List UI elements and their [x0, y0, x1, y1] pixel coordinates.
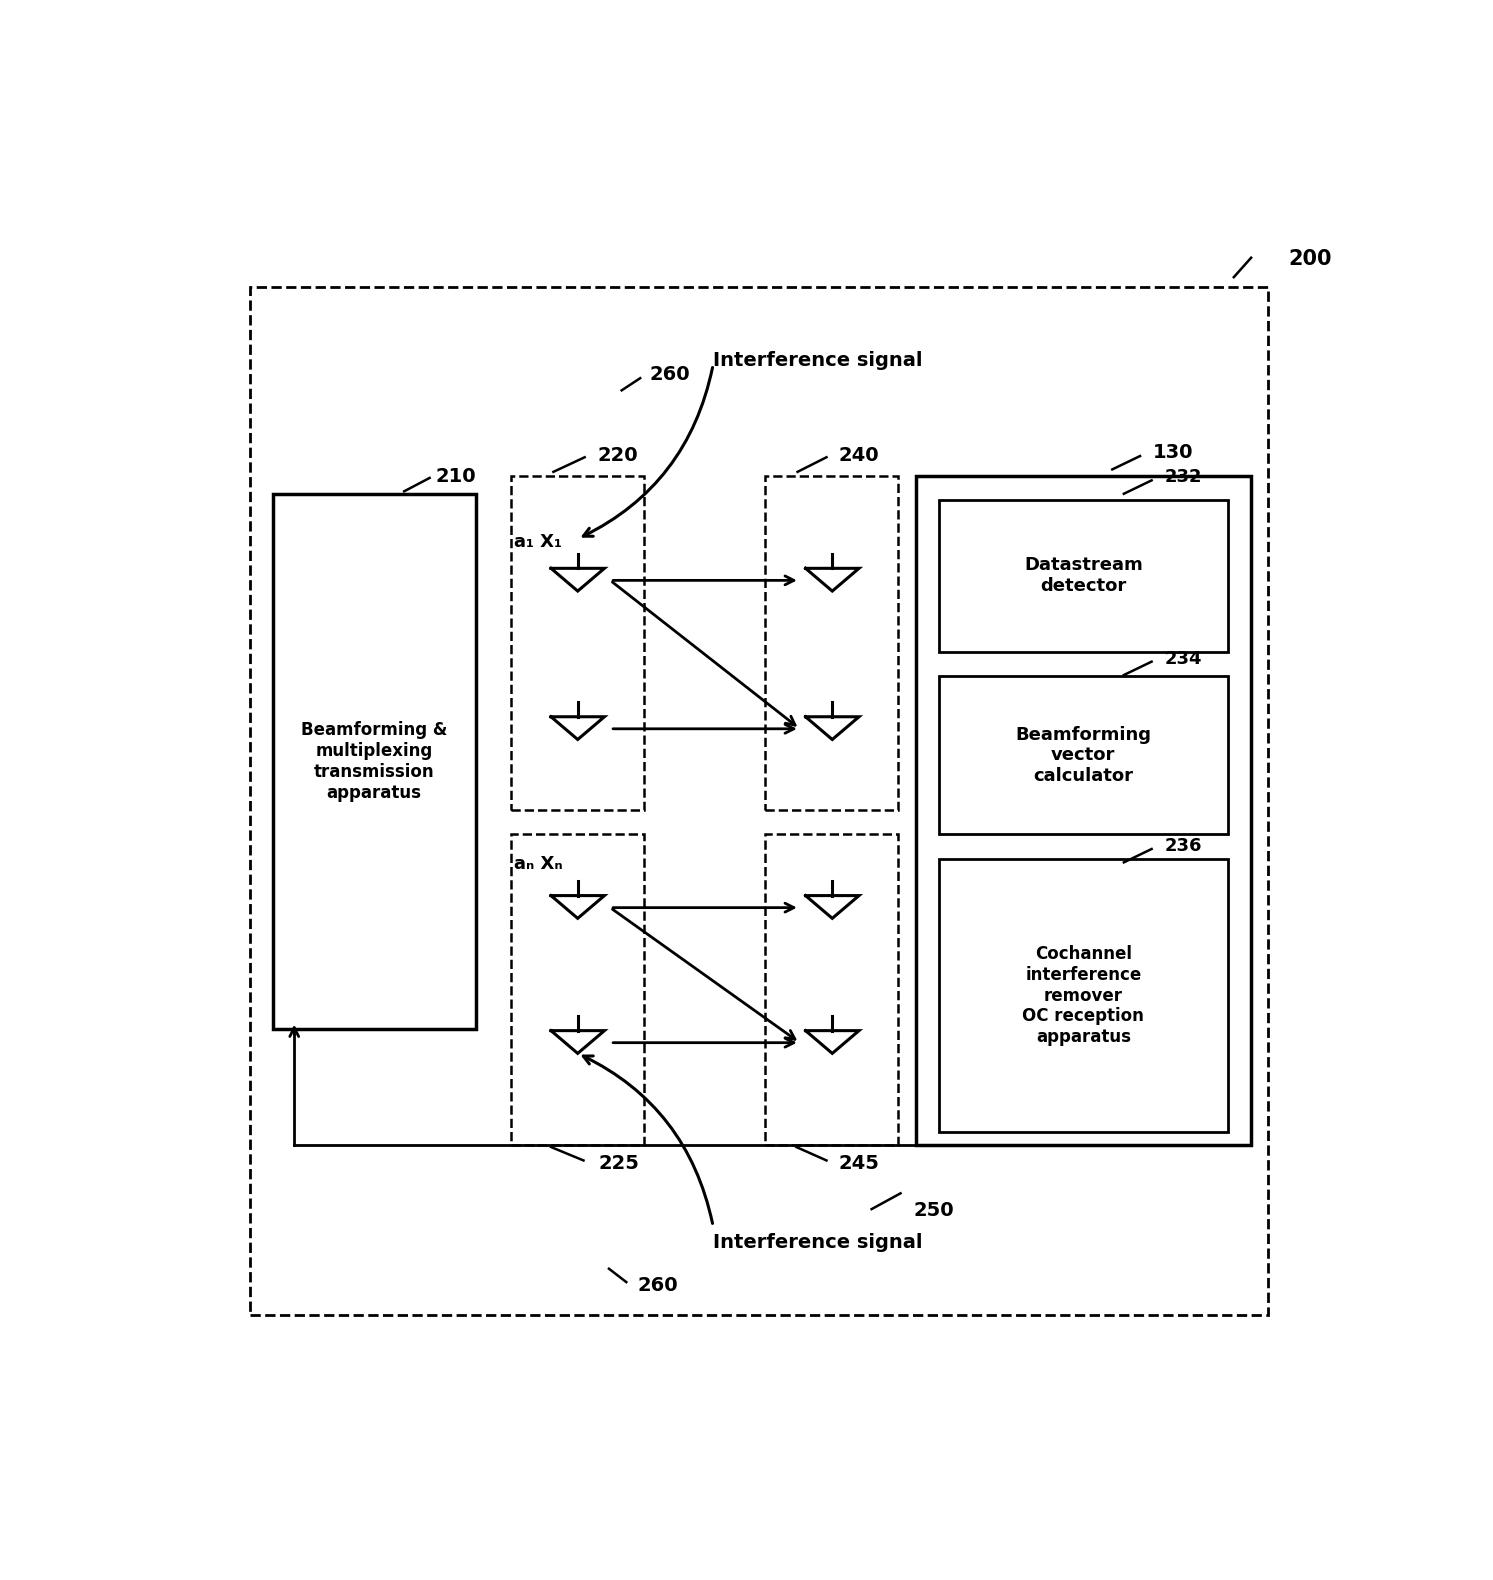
Text: 245: 245	[838, 1155, 879, 1174]
Text: Beamforming
vector
calculator: Beamforming vector calculator	[1015, 725, 1151, 785]
Text: 225: 225	[599, 1155, 639, 1174]
Text: 130: 130	[1153, 442, 1193, 461]
Text: 250: 250	[914, 1201, 954, 1220]
Bar	[511, 476, 643, 811]
Bar	[939, 860, 1227, 1133]
Text: Interference signal: Interference signal	[714, 351, 923, 370]
Text: 210: 210	[436, 468, 476, 487]
Text: 220: 220	[597, 446, 638, 465]
Bar	[764, 834, 899, 1144]
Text: 240: 240	[838, 446, 879, 465]
Bar	[939, 676, 1227, 834]
Text: 232: 232	[1165, 468, 1202, 487]
Bar	[511, 834, 643, 1144]
Bar	[764, 476, 899, 811]
Bar	[251, 288, 1269, 1315]
Text: Beamforming &
multiplexing
transmission
apparatus: Beamforming & multiplexing transmission …	[302, 720, 448, 801]
Text: a₁ X₁: a₁ X₁	[514, 532, 561, 551]
Text: 236: 236	[1165, 837, 1202, 855]
Text: aₙ Xₙ: aₙ Xₙ	[514, 855, 563, 874]
Bar	[273, 493, 476, 1029]
Bar	[939, 499, 1227, 653]
Text: Cochannel
interference
remover
OC reception
apparatus: Cochannel interference remover OC recept…	[1023, 945, 1144, 1046]
Text: 260: 260	[649, 365, 690, 384]
Text: Datastream
detector: Datastream detector	[1024, 556, 1142, 596]
Text: Interference signal: Interference signal	[714, 1234, 923, 1253]
Text: 200: 200	[1288, 248, 1332, 269]
Bar	[915, 476, 1251, 1144]
Text: 234: 234	[1165, 649, 1202, 668]
Text: 260: 260	[638, 1277, 678, 1296]
